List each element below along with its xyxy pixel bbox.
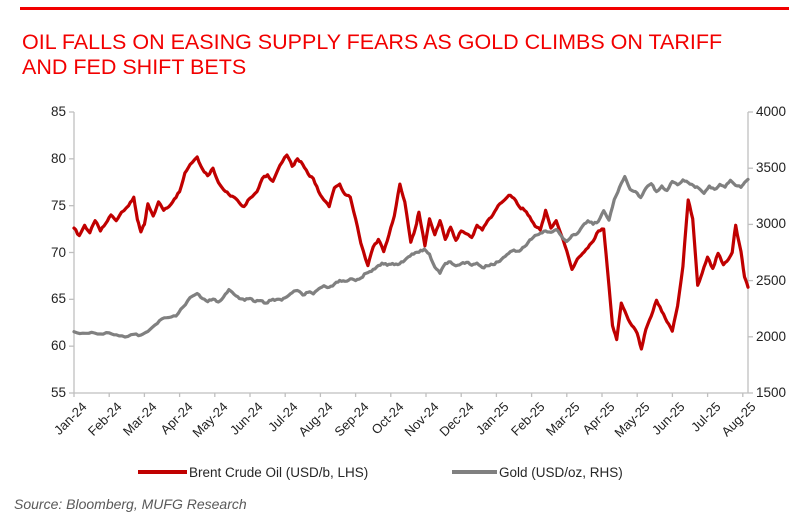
page-title: OIL FALLS ON EASING SUPPLY FEARS AS GOLD… (22, 30, 723, 80)
gold-line-swatch (452, 470, 497, 474)
brent-crude-line (72, 153, 750, 351)
y-axis-left-label: 85 (50, 104, 66, 119)
y-axis-left-label: 65 (50, 291, 66, 307)
brent-line-swatch (138, 470, 187, 474)
y-axis-left-label: 75 (50, 197, 66, 213)
legend-item-brent: Brent Crude Oil (USD/b, LHS) (138, 463, 368, 481)
y-axis-right-label: 2000 (756, 328, 787, 344)
source-attribution: Source: Bloomberg, MUFG Research (14, 496, 247, 512)
legend-label-gold: Gold (USD/oz, RHS) (499, 464, 623, 480)
legend-label-brent: Brent Crude Oil (USD/b, LHS) (189, 464, 369, 480)
y-axis-left-label: 80 (50, 150, 66, 166)
y-axis-right-label: 4000 (756, 104, 787, 119)
legend-item-gold: Gold (USD/oz, RHS) (452, 463, 623, 481)
y-axis-left-label: 70 (50, 244, 66, 260)
y-axis-right-label: 1500 (756, 385, 787, 400)
gold-line (72, 175, 750, 339)
chart-legend: Brent Crude Oil (USD/b, LHS) Gold (USD/o… (0, 463, 809, 483)
y-axis-left-label: 55 (50, 385, 66, 400)
y-axis-right-label: 2500 (756, 272, 787, 288)
y-axis-right-label: 3500 (756, 160, 787, 176)
top-accent-rule (20, 7, 789, 10)
y-axis-left-label: 60 (50, 338, 66, 354)
y-axis-right-label: 3000 (756, 216, 787, 232)
